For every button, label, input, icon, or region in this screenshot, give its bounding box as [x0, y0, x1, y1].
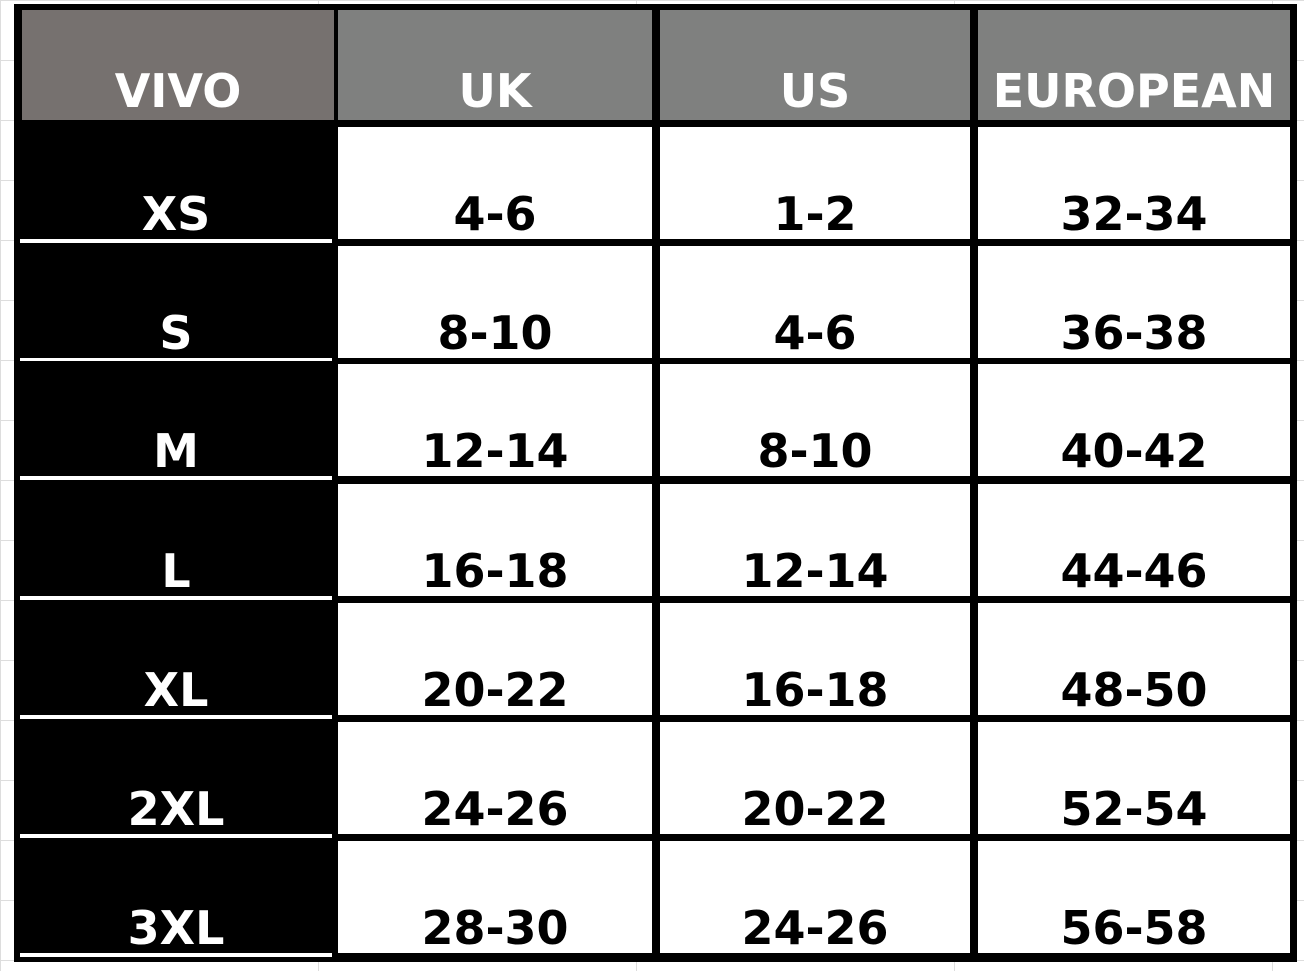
size-value-us: 20-22 — [660, 722, 970, 834]
size-value-us: 1-2 — [660, 127, 970, 239]
size-value-european: 48-50 — [978, 603, 1290, 715]
size-value-us: 12-14 — [660, 484, 970, 596]
header-european: EUROPEAN — [978, 10, 1290, 120]
size-label: L — [20, 481, 332, 600]
size-value-uk: 8-10 — [338, 246, 652, 358]
size-value-uk: 24-26 — [338, 722, 652, 834]
size-value-us: 16-18 — [660, 603, 970, 715]
size-value-us: 4-6 — [660, 246, 970, 358]
size-value-european: 36-38 — [978, 246, 1290, 358]
size-value-european: 32-34 — [978, 127, 1290, 239]
size-label: XS — [20, 120, 332, 243]
size-label: M — [20, 361, 332, 480]
size-value-us: 8-10 — [660, 364, 970, 476]
size-label: 2XL — [20, 719, 332, 838]
size-value-us: 24-26 — [660, 841, 970, 953]
size-value-european: 52-54 — [978, 722, 1290, 834]
header-us: US — [660, 10, 970, 120]
size-value-uk: 28-30 — [338, 841, 652, 953]
size-value-uk: 12-14 — [338, 364, 652, 476]
size-label: 3XL — [20, 838, 332, 957]
size-label: S — [20, 243, 332, 362]
size-value-uk: 4-6 — [338, 127, 652, 239]
size-value-european: 40-42 — [978, 364, 1290, 476]
header-uk: UK — [338, 10, 652, 120]
size-value-uk: 16-18 — [338, 484, 652, 596]
header-vivo: VIVO — [22, 10, 334, 120]
size-value-uk: 20-22 — [338, 603, 652, 715]
size-value-european: 56-58 — [978, 841, 1290, 953]
size-chart-table: VIVO UK US EUROPEAN XS 4-6 1-2 32-34 S 8-10 4-6 36-… — [14, 4, 1297, 962]
size-value-european: 44-46 — [978, 484, 1290, 596]
size-label: XL — [20, 600, 332, 719]
